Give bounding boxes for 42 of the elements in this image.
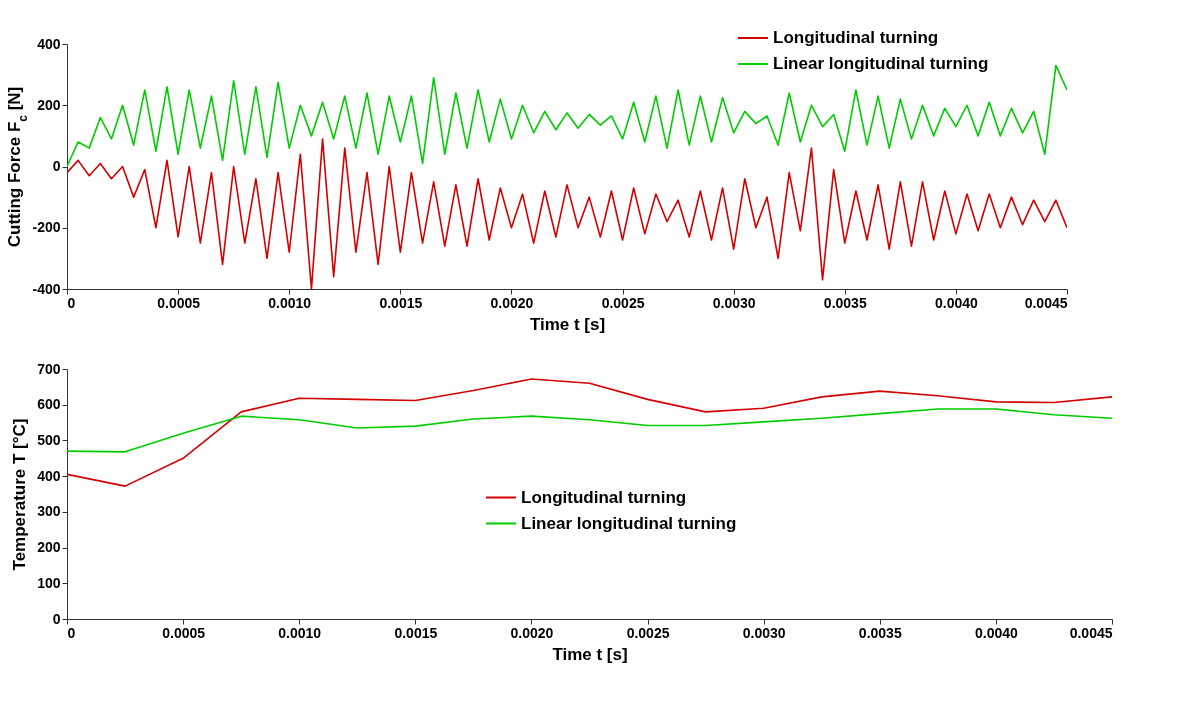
y-tick-label: 700	[37, 360, 61, 377]
y-tick-label: 400	[37, 35, 61, 52]
x-tick-label: 0.0045	[1069, 624, 1113, 641]
legend-label: Longitudinal turning	[521, 487, 687, 507]
x-tick-label: 0	[67, 624, 76, 641]
x-tick-label: 0.0040	[974, 624, 1019, 641]
y-axis-title: Temperature T [°C]	[10, 418, 30, 571]
x-tick-label: 0.0010	[268, 294, 312, 311]
y-tick-label: 200	[37, 96, 61, 113]
x-axis-title: Time t [s]	[529, 314, 606, 334]
x-axis-title: Time t [s]	[552, 644, 628, 664]
x-tick-label: 0.0035	[858, 624, 902, 641]
y-tick-label: -200	[32, 219, 61, 236]
x-tick-label: 0	[67, 294, 76, 311]
x-tick-label: 0.0005	[162, 624, 206, 641]
y-tick-label: 600	[37, 396, 61, 413]
legend-label: Longitudinal turning	[773, 28, 939, 47]
x-tick-label: 0.0035	[823, 294, 867, 311]
y-tick-label: 500	[37, 431, 61, 448]
y-tick-label: -400	[32, 280, 61, 297]
x-tick-label: 0.0020	[490, 294, 534, 311]
y-tick-label: 300	[37, 503, 61, 520]
line-series	[67, 378, 1112, 487]
y-tick-label: 100	[37, 574, 61, 591]
x-tick-label: 0.0040	[934, 294, 979, 311]
x-tick-label: 0.0045	[1024, 294, 1068, 311]
legend-label: Linear longitudinal turning	[521, 513, 737, 533]
x-tick-label: 0.0015	[379, 294, 423, 311]
y-tick-label: 400	[37, 467, 61, 484]
x-tick-label: 0.0005	[157, 294, 201, 311]
legend-label: Linear longitudinal turning	[773, 54, 989, 73]
y-tick-label: 0	[52, 158, 61, 174]
y-tick-label: 200	[37, 539, 61, 556]
x-tick-label: 0.0030	[742, 624, 786, 641]
x-tick-label: 0.0030	[712, 294, 756, 311]
x-tick-label: 0.0025	[601, 294, 645, 311]
x-tick-label: 0.0010	[278, 624, 322, 641]
line-series	[67, 408, 1112, 453]
x-tick-label: 0.0015	[394, 624, 438, 641]
x-tick-label: 0.0025	[626, 624, 670, 641]
x-tick-label: 0.0020	[510, 624, 554, 641]
y-tick-label: 0	[52, 610, 61, 627]
